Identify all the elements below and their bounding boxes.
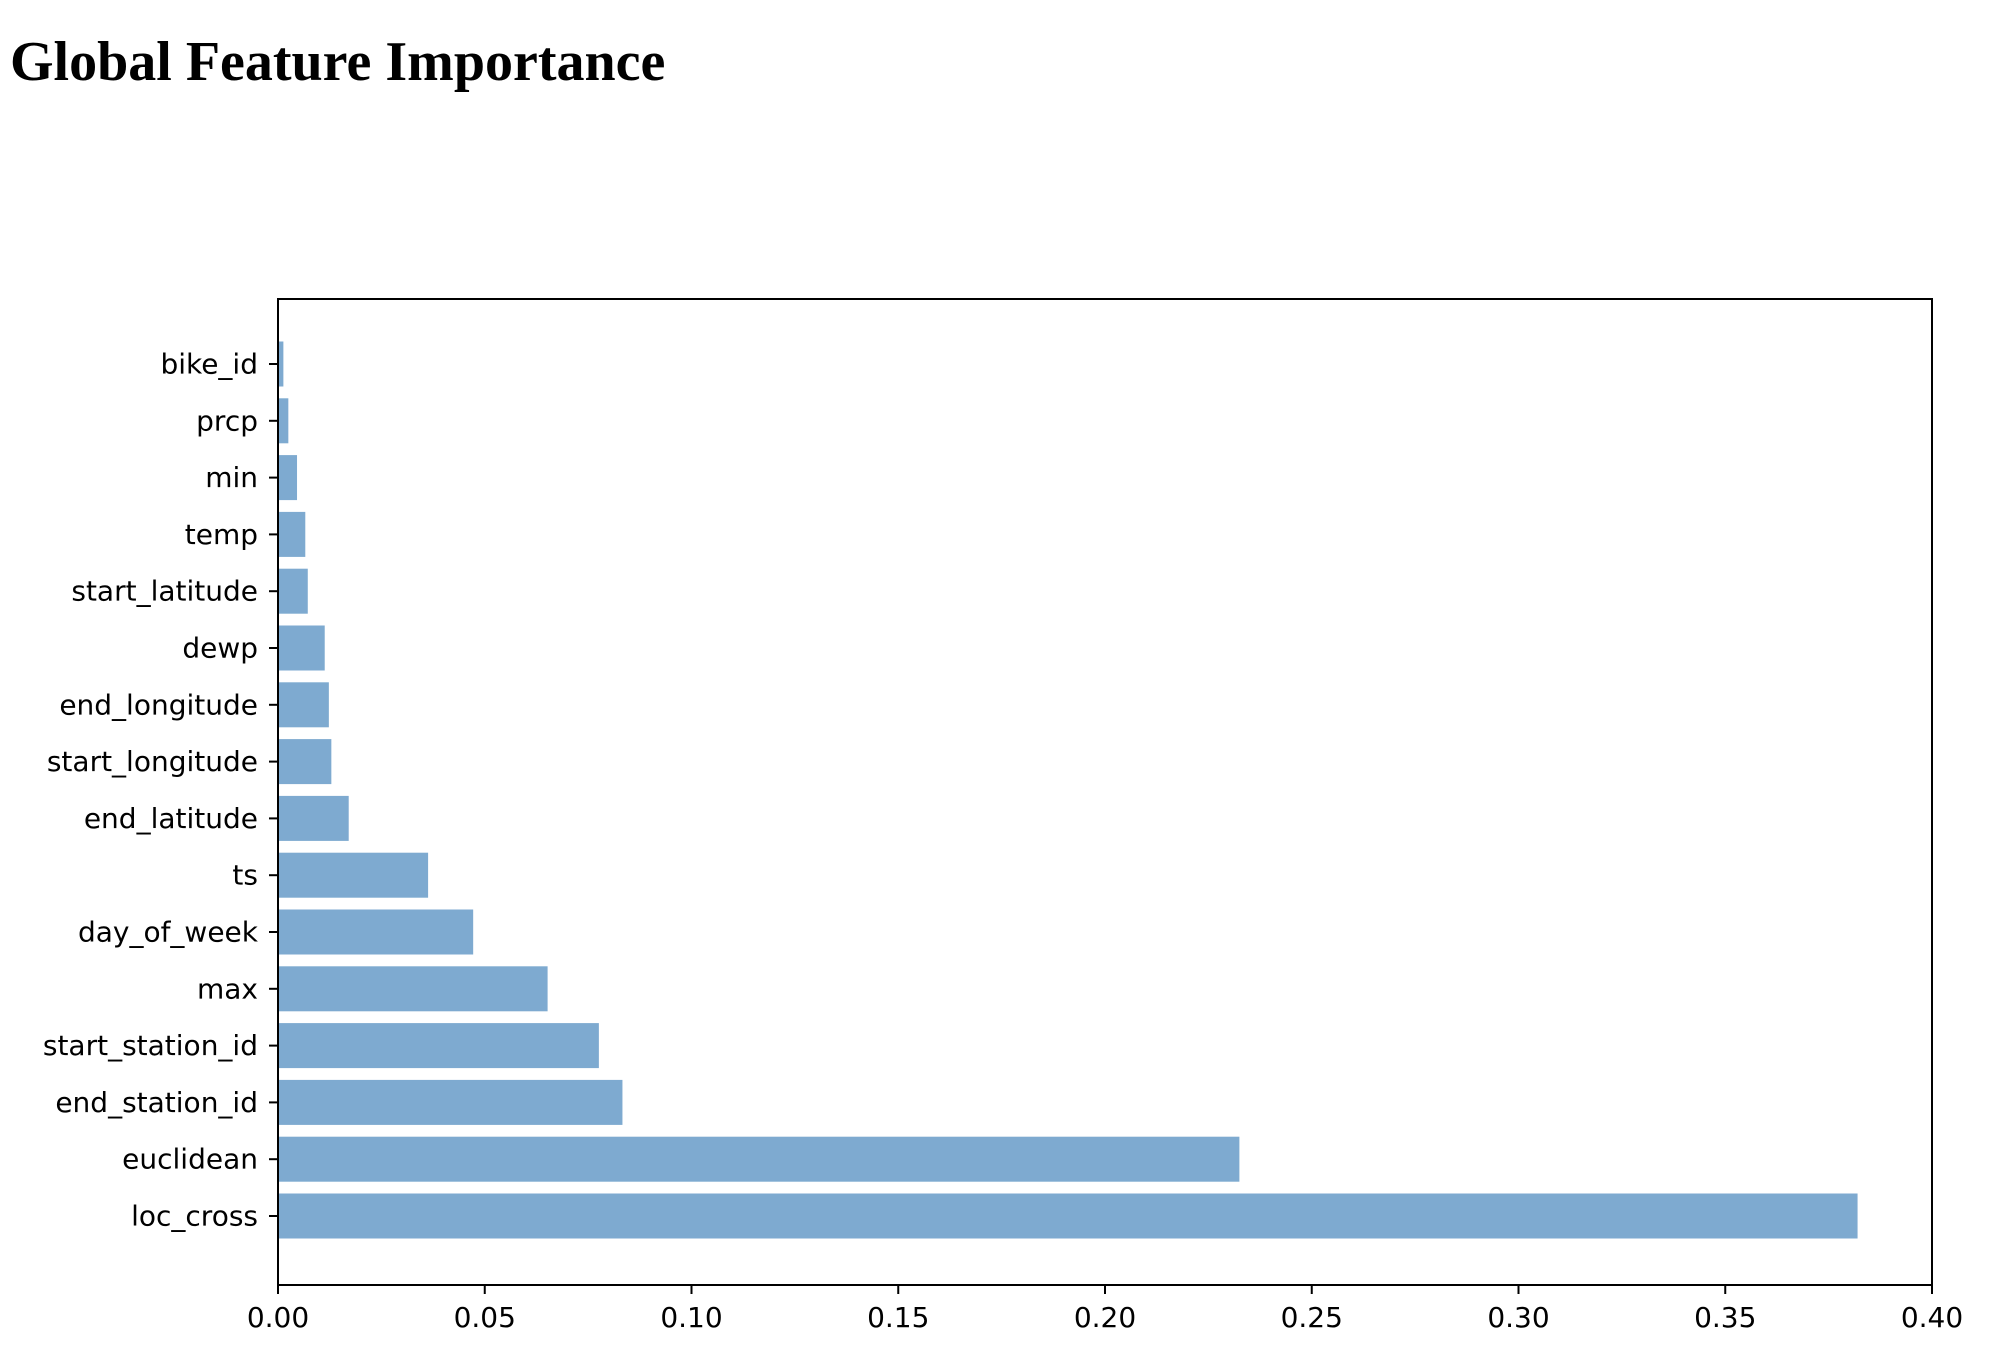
bar-start-station-id	[278, 1023, 599, 1069]
x-ticks-layer: 0.00 0.05 0.10 0.15 0.20 0.25 0.30 0.35 0.40	[247, 1285, 1963, 1334]
y-tick-label: temp	[185, 518, 258, 551]
y-tick-label: bike_id	[160, 348, 258, 381]
bar-euclidean	[278, 1136, 1240, 1182]
x-tick-label: 0.05	[454, 1301, 516, 1334]
y-tick-label: start_latitude	[71, 575, 258, 608]
y-tick-label: ts	[232, 859, 258, 892]
x-tick-label: 0.40	[1901, 1301, 1963, 1334]
bar-start-latitude	[278, 568, 308, 614]
bar-temp	[278, 511, 306, 557]
bar-end-longitude	[278, 682, 329, 728]
x-tick-label: 0.25	[1281, 1301, 1343, 1334]
y-tick-label: end_latitude	[84, 802, 258, 835]
page-title: Global Feature Importance	[10, 31, 666, 93]
bar-bike-id	[278, 341, 284, 387]
bar-start-longitude	[278, 739, 332, 785]
y-tick-label: start_station_id	[43, 1029, 258, 1062]
bar-ts	[278, 852, 429, 898]
y-tick-label: end_station_id	[55, 1086, 258, 1119]
y-tick-label: start_longitude	[47, 745, 258, 778]
x-tick-label: 0.35	[1694, 1301, 1756, 1334]
bar-min	[278, 455, 298, 501]
bar-loc-cross	[278, 1193, 1858, 1239]
y-tick-label: min	[205, 461, 258, 494]
bar-dewp	[278, 625, 325, 671]
bars-layer	[278, 341, 1858, 1239]
x-tick-label: 0.00	[247, 1301, 309, 1334]
y-tick-label: day_of_week	[78, 916, 259, 949]
y-ticks-layer: loc_cross euclidean end_station_id start_st…	[43, 348, 278, 1233]
y-tick-label: loc_cross	[131, 1200, 258, 1233]
x-tick-label: 0.10	[660, 1301, 722, 1334]
y-tick-label: dewp	[182, 632, 258, 665]
x-tick-label: 0.20	[1074, 1301, 1136, 1334]
y-tick-label: euclidean	[122, 1143, 258, 1176]
x-tick-label: 0.15	[867, 1301, 929, 1334]
bar-end-latitude	[278, 795, 349, 841]
bar-day-of-week	[278, 909, 474, 955]
y-tick-label: end_longitude	[59, 688, 258, 721]
y-tick-label: prcp	[196, 404, 258, 437]
x-tick-label: 0.30	[1487, 1301, 1549, 1334]
bar-end-station-id	[278, 1079, 623, 1125]
bar-max	[278, 966, 548, 1012]
bar-prcp	[278, 398, 289, 444]
plot-frame	[277, 298, 1933, 1286]
y-tick-label: max	[197, 972, 258, 1005]
